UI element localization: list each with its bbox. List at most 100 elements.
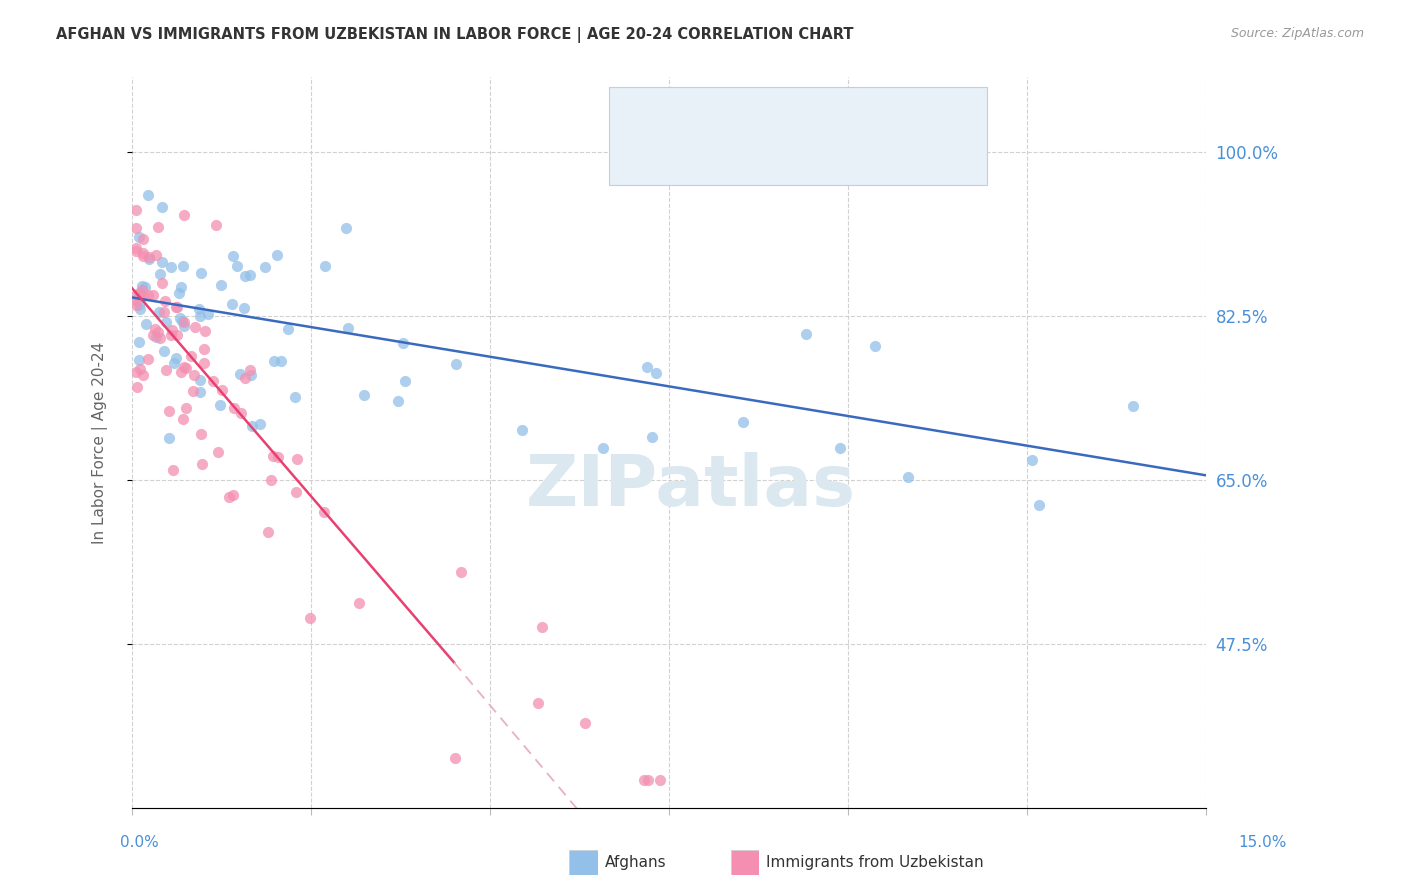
Point (128, 230, 150, 244)
Point (138, 250, 160, 264)
Point (169, 311, 191, 326)
Point (136, 351, 159, 366)
Point (162, 322, 184, 336)
Point (353, 388, 375, 402)
Point (794, 327, 817, 342)
Text: Immigrants from Uzbekistan: Immigrants from Uzbekistan (766, 855, 984, 870)
Point (157, 431, 180, 445)
Point (128, 362, 150, 376)
Point (191, 457, 214, 471)
Point (592, 441, 614, 455)
Point (166, 300, 188, 314)
Point (128, 334, 150, 349)
Point (205, 219, 228, 233)
Point (207, 445, 229, 459)
Point (132, 289, 155, 303)
Point (165, 300, 187, 314)
Point (159, 328, 181, 343)
Point (142, 287, 165, 301)
Point (527, 696, 550, 710)
Point (193, 356, 215, 370)
Point (150, 200, 173, 214)
Point (128, 353, 150, 368)
Point (240, 368, 263, 382)
Point (347, 596, 370, 610)
Point (163, 356, 186, 370)
Point (187, 302, 209, 317)
Text: Afghans: Afghans (605, 855, 666, 870)
Point (131, 368, 153, 383)
Y-axis label: In Labor Force | Age 20-24: In Labor Force | Age 20-24 (93, 342, 108, 543)
Point (150, 254, 173, 268)
Point (444, 358, 467, 372)
Point (160, 260, 183, 274)
Point (149, 267, 172, 281)
Point (143, 322, 166, 336)
Point (249, 417, 271, 431)
Point (124, 244, 146, 258)
Point (131, 283, 153, 297)
Point (233, 301, 256, 316)
Text: R =  -0.179   N = 73: R = -0.179 N = 73 (668, 114, 823, 129)
Point (190, 427, 212, 442)
Text: Source: ZipAtlas.com: Source: ZipAtlas.com (1230, 27, 1364, 40)
Point (229, 406, 252, 420)
Point (188, 374, 211, 388)
Point (865, 339, 887, 353)
Point (173, 208, 195, 222)
Point (450, 566, 472, 580)
Point (124, 293, 146, 308)
Point (218, 490, 240, 504)
Point (254, 260, 277, 274)
Point (731, 415, 754, 429)
Point (172, 259, 194, 273)
Point (172, 314, 194, 328)
Point (173, 318, 195, 333)
Point (174, 361, 197, 376)
Point (285, 452, 308, 467)
Point (148, 305, 170, 319)
Point (260, 473, 283, 487)
Text: AFGHAN VS IMMIGRANTS FROM UZBEKISTAN IN LABOR FORCE | AGE 20-24 CORRELATION CHAR: AFGHAN VS IMMIGRANTS FROM UZBEKISTAN IN … (56, 27, 853, 43)
Point (222, 488, 245, 502)
Point (277, 322, 299, 336)
Point (828, 442, 851, 456)
Point (637, 772, 659, 787)
Point (124, 365, 146, 379)
Point (284, 390, 307, 404)
Point (146, 325, 169, 339)
Point (633, 772, 655, 787)
Point (150, 277, 173, 291)
Point (180, 349, 202, 363)
Point (266, 450, 288, 464)
Text: 0.0%: 0.0% (120, 836, 159, 850)
Point (263, 354, 285, 368)
Point (124, 298, 146, 312)
Point (257, 525, 280, 540)
Point (153, 344, 176, 359)
Point (394, 374, 416, 388)
Point (188, 385, 211, 400)
Point (128, 298, 150, 312)
Point (392, 336, 415, 351)
Point (190, 266, 212, 280)
Text: ZIPatlas: ZIPatlas (526, 452, 855, 521)
Point (125, 287, 148, 301)
Text: 15.0%: 15.0% (1239, 836, 1286, 850)
Point (641, 430, 664, 444)
Point (211, 383, 233, 397)
Point (170, 365, 193, 379)
Point (1021, 453, 1043, 467)
Point (222, 401, 245, 415)
Point (167, 286, 190, 301)
Point (155, 315, 177, 329)
Point (239, 268, 262, 282)
Point (222, 249, 245, 263)
Point (314, 259, 336, 273)
Point (149, 331, 172, 345)
Text: R =  -0.355   N = 81: R = -0.355 N = 81 (668, 149, 823, 164)
Point (266, 248, 288, 262)
Point (897, 469, 920, 483)
Point (173, 360, 195, 375)
Point (270, 354, 292, 368)
